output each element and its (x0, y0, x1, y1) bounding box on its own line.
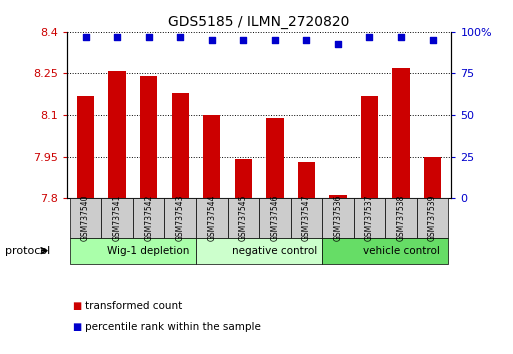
Bar (203, 115, 221, 198)
Point (271, 37, 279, 43)
Bar (196, 198, 228, 238)
Point (365, 34, 373, 40)
Point (145, 34, 153, 40)
Bar (140, 76, 157, 198)
Bar (70, 238, 196, 264)
Bar (259, 198, 290, 238)
Bar (322, 198, 353, 238)
Text: vehicle control: vehicle control (363, 246, 440, 256)
Point (176, 34, 184, 40)
Title: GDS5185 / ILMN_2720820: GDS5185 / ILMN_2720820 (168, 16, 350, 29)
Bar (70, 198, 102, 238)
Text: GSM737541: GSM737541 (113, 195, 122, 241)
Bar (171, 93, 189, 198)
Text: protocol: protocol (5, 246, 50, 256)
Point (428, 37, 437, 43)
Text: negative control: negative control (232, 246, 318, 256)
Bar (329, 195, 347, 198)
Text: ■: ■ (72, 322, 81, 332)
Text: GSM737543: GSM737543 (176, 195, 185, 241)
Text: GSM737537: GSM737537 (365, 195, 374, 241)
Point (239, 37, 247, 43)
Bar (353, 198, 385, 238)
Text: percentile rank within the sample: percentile rank within the sample (85, 322, 261, 332)
Bar (361, 96, 378, 198)
Bar (234, 159, 252, 198)
Point (302, 37, 310, 43)
Text: GSM737539: GSM737539 (428, 195, 437, 241)
Point (334, 41, 342, 46)
Bar (196, 238, 322, 264)
Bar (228, 198, 259, 238)
Text: GSM737536: GSM737536 (333, 195, 342, 241)
Bar (165, 198, 196, 238)
Text: GSM737538: GSM737538 (397, 195, 405, 241)
Bar (266, 118, 284, 198)
Bar (108, 71, 126, 198)
Bar (298, 162, 315, 198)
Point (208, 37, 216, 43)
Text: GSM737547: GSM737547 (302, 195, 311, 241)
Bar (133, 198, 165, 238)
Text: GSM737540: GSM737540 (81, 195, 90, 241)
Text: transformed count: transformed count (85, 301, 182, 311)
Text: GSM737544: GSM737544 (207, 195, 216, 241)
Point (113, 34, 121, 40)
Text: GSM737546: GSM737546 (270, 195, 280, 241)
Text: ■: ■ (72, 301, 81, 311)
Bar (77, 96, 94, 198)
Bar (322, 238, 448, 264)
Bar (290, 198, 322, 238)
Bar (392, 68, 410, 198)
Text: Wig-1 depletion: Wig-1 depletion (108, 246, 190, 256)
Text: GSM737545: GSM737545 (239, 195, 248, 241)
Point (397, 34, 405, 40)
Bar (102, 198, 133, 238)
Text: GSM737542: GSM737542 (144, 195, 153, 241)
Bar (385, 198, 417, 238)
Point (82, 34, 90, 40)
Bar (424, 156, 441, 198)
Bar (417, 198, 448, 238)
